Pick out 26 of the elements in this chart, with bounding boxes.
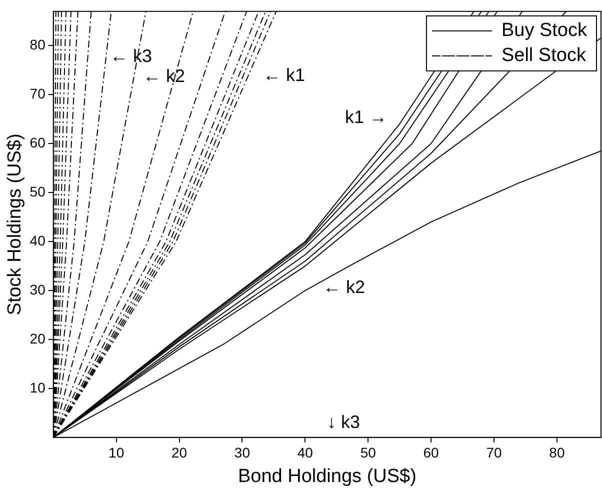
annotation: ↓ k3 <box>327 412 360 432</box>
y-tick-label: 40 <box>30 232 46 248</box>
x-tick-label: 40 <box>297 444 314 461</box>
legend-label: Sell Stock <box>501 45 586 66</box>
legend-label: Buy Stock <box>501 20 588 42</box>
y-axis-title: Stock Holdings (US$) <box>4 134 26 316</box>
x-tick-label: 70 <box>486 444 502 461</box>
x-tick-label: 50 <box>360 444 376 461</box>
x-tick-label: 20 <box>171 444 188 461</box>
x-axis-title: Bond Holdings (US$) <box>238 466 416 487</box>
y-tick-label: 20 <box>30 330 46 346</box>
annotation: ← k3 <box>110 46 152 66</box>
x-tick-label: 60 <box>423 444 440 461</box>
x-tick-label: 30 <box>234 444 250 461</box>
y-tick-label: 70 <box>30 86 46 102</box>
y-tick-label: 50 <box>30 183 46 200</box>
y-tick-label: 80 <box>30 36 46 53</box>
y-tick-label: 10 <box>30 379 46 396</box>
annotation: ← k2 <box>323 276 366 297</box>
annotation: ← k1 <box>263 64 306 85</box>
x-tick-label: 80 <box>549 444 565 461</box>
y-tick-label: 30 <box>30 281 46 298</box>
annotation: ← k2 <box>143 66 186 86</box>
x-tick-label: 10 <box>108 444 124 461</box>
annotation: k1 → <box>345 106 388 127</box>
y-tick-label: 60 <box>30 134 46 150</box>
